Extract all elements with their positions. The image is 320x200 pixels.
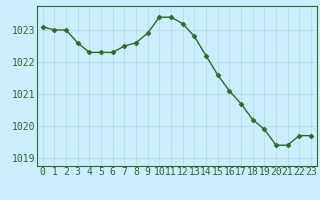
Text: Graphe pression niveau de la mer (hPa): Graphe pression niveau de la mer (hPa) bbox=[32, 183, 288, 193]
